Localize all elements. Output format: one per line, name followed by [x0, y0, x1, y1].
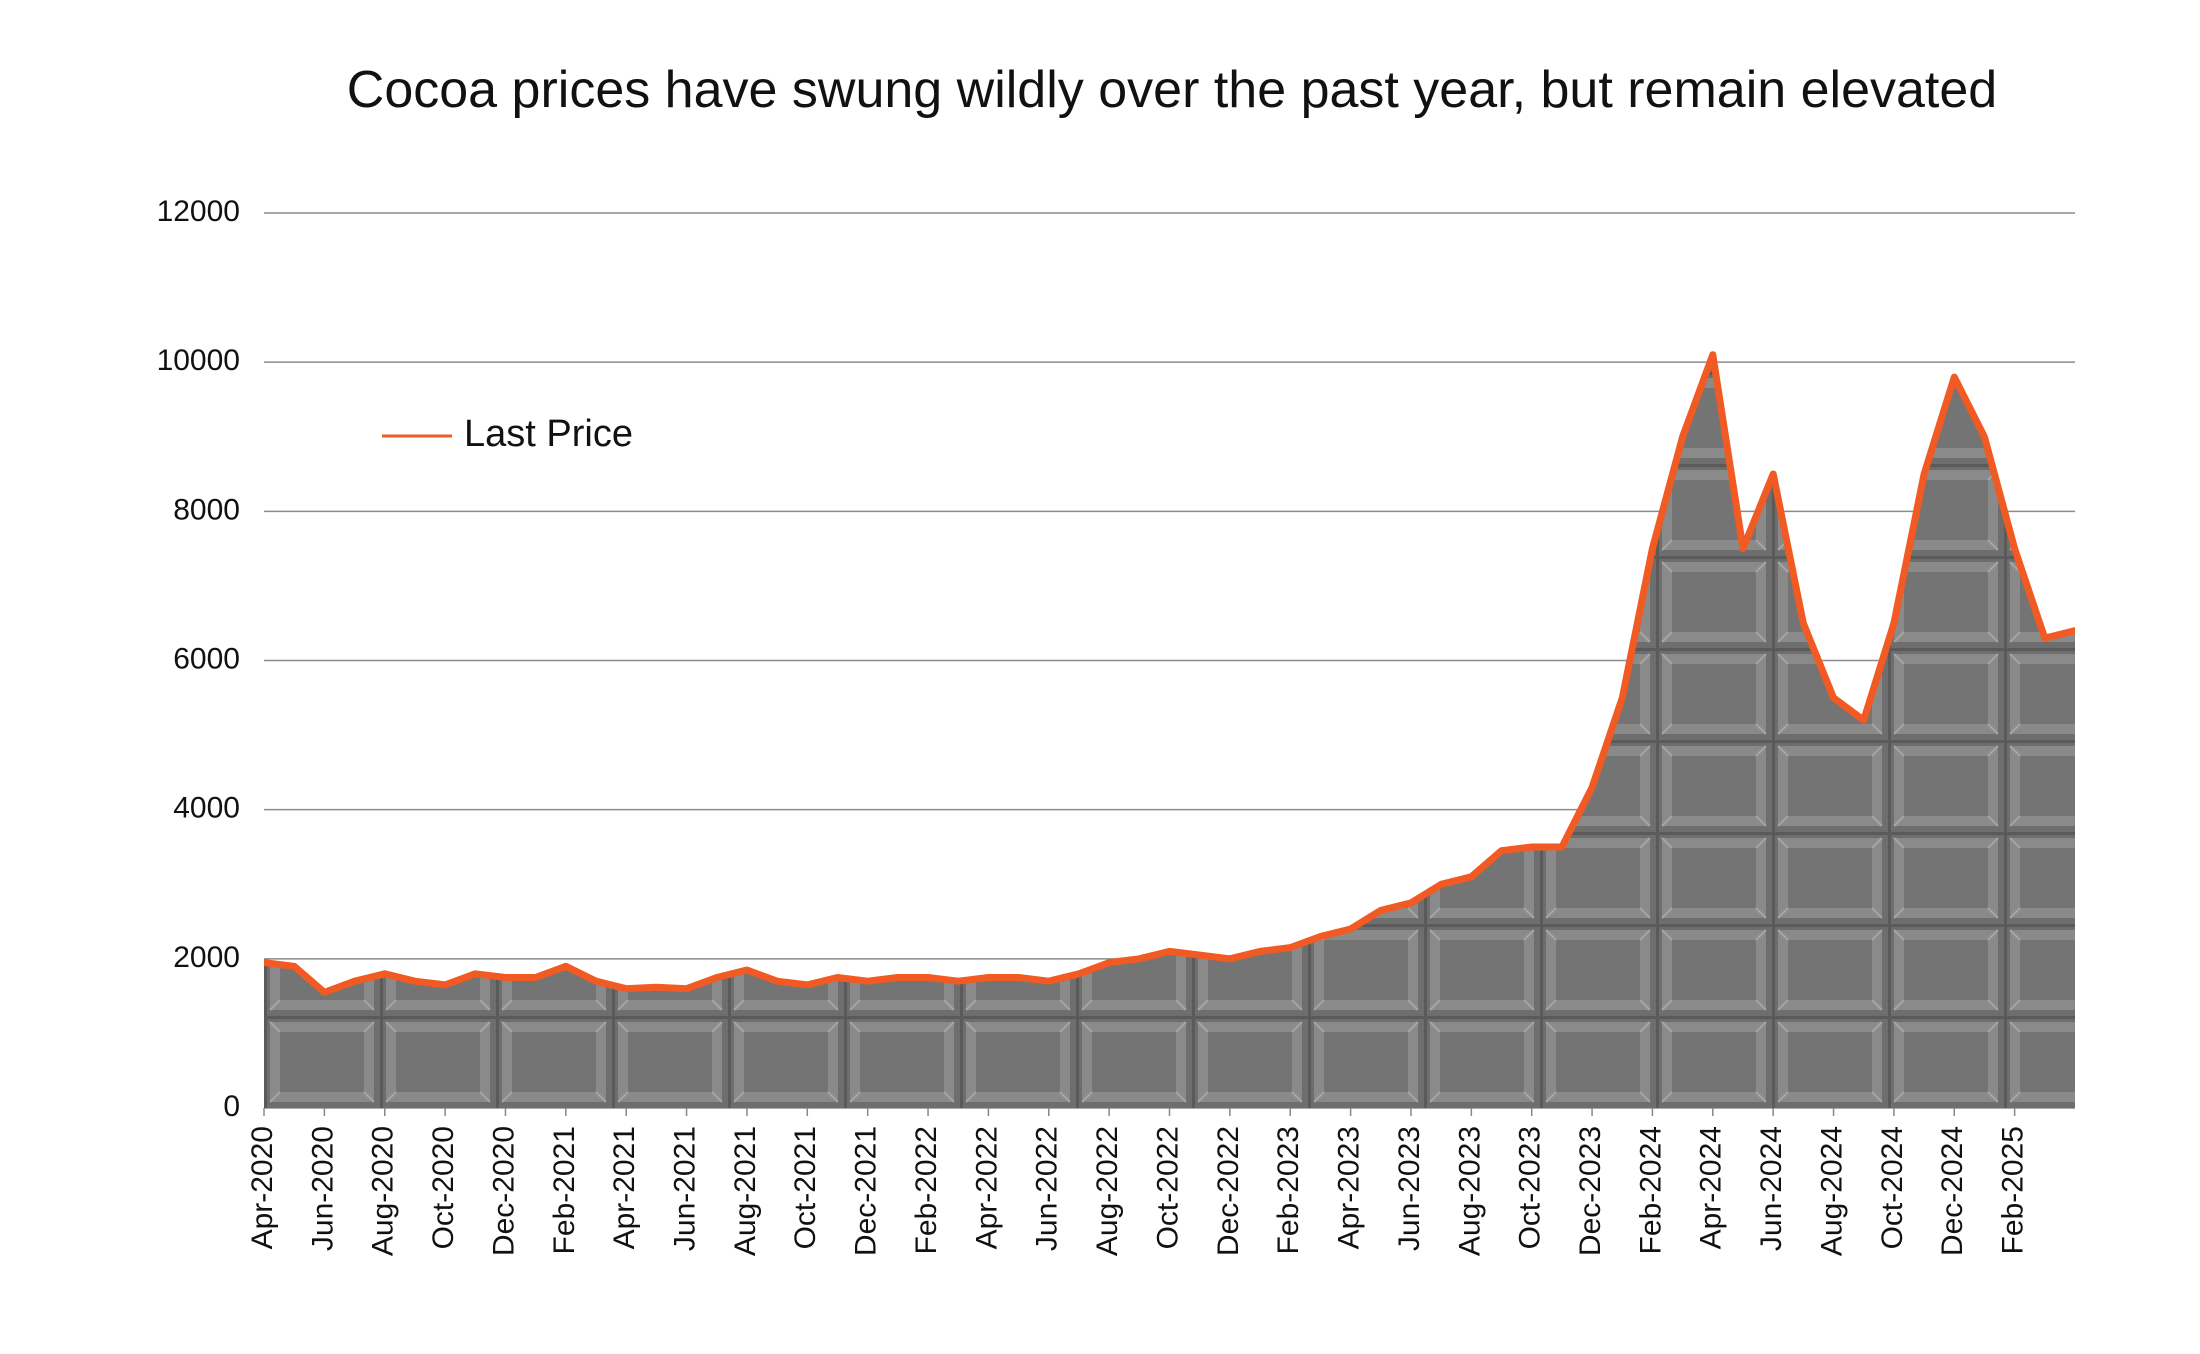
x-tick-label: Dec-2020	[487, 1126, 520, 1256]
x-tick-label: Apr-2023	[1333, 1126, 1366, 1249]
x-tick-label: Feb-2025	[1997, 1126, 2030, 1254]
x-tick-label: Aug-2020	[367, 1126, 400, 1256]
x-tick-label: Feb-2021	[548, 1126, 581, 1254]
y-tick-label: 0	[223, 1090, 240, 1123]
y-tick-label: 4000	[173, 792, 240, 825]
legend-label: Last Price	[464, 413, 633, 455]
x-tick-label: Dec-2021	[850, 1126, 883, 1256]
y-tick-label: 2000	[173, 941, 240, 974]
x-tick-label: Dec-2022	[1212, 1126, 1245, 1256]
x-tick-label: Jun-2020	[306, 1126, 339, 1251]
x-tick-label: Apr-2020	[246, 1126, 279, 1249]
x-tick-label: Feb-2024	[1634, 1126, 1667, 1254]
x-tick-label: Oct-2023	[1514, 1126, 1547, 1249]
y-tick-label: 10000	[157, 344, 240, 377]
chart-title: Cocoa prices have swung wildly over the …	[347, 61, 1997, 119]
y-tick-label: 12000	[157, 195, 240, 228]
x-tick-label: Jun-2022	[1031, 1126, 1064, 1251]
x-tick-label: Aug-2024	[1815, 1126, 1848, 1256]
x-tick-label: Dec-2024	[1936, 1126, 1969, 1256]
x-tick-label: Oct-2021	[789, 1126, 822, 1249]
grid	[264, 212, 2075, 1109]
area	[264, 354, 2075, 1108]
x-tick-label: Oct-2024	[1876, 1126, 1909, 1249]
x-tick-label: Jun-2024	[1755, 1126, 1788, 1251]
x-tick-label: Feb-2022	[910, 1126, 943, 1254]
x-tick-label: Aug-2023	[1453, 1126, 1486, 1256]
line	[264, 351, 2075, 996]
x-tick-label: Oct-2020	[427, 1126, 460, 1249]
x-tick-label: Feb-2023	[1272, 1126, 1305, 1254]
x-tick-label: Apr-2024	[1695, 1126, 1728, 1249]
y-tick-label: 6000	[173, 642, 240, 675]
x-tick-label: Apr-2021	[608, 1126, 641, 1249]
x-tick-label: Aug-2021	[729, 1126, 762, 1256]
y-tick-label: 8000	[173, 493, 240, 526]
x-tick-label: Dec-2023	[1574, 1126, 1607, 1256]
x-tick-label: Apr-2022	[970, 1126, 1003, 1249]
axes: 0 2000 4000 6000 8000 10000 12000 Apr-2020 Jun-2…	[157, 195, 2030, 1256]
x-tick-label: Jun-2021	[668, 1126, 701, 1251]
plot-area	[264, 351, 2075, 1108]
x-tick-label: Jun-2023	[1393, 1126, 1426, 1251]
x-tick-label: Oct-2022	[1151, 1126, 1184, 1249]
x-tick-label: Aug-2022	[1091, 1126, 1124, 1256]
